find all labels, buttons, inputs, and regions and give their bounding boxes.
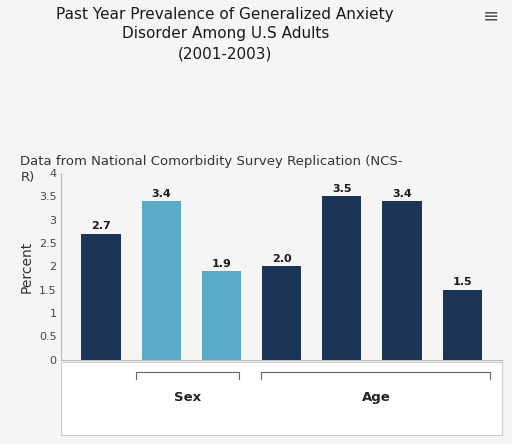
Text: 3.5: 3.5 [332,184,352,194]
Text: 1.5: 1.5 [453,278,472,287]
Text: Age: Age [361,391,390,404]
Y-axis label: Percent: Percent [19,240,33,293]
Bar [202,271,241,360]
Text: 2.7: 2.7 [91,222,111,231]
Text: 3.4: 3.4 [392,189,412,199]
Bar [262,266,301,360]
Text: Past Year Prevalence of Generalized Anxiety
Disorder Among U.S Adults
(2001-2003: Past Year Prevalence of Generalized Anxi… [56,7,394,61]
Text: Sex: Sex [174,391,201,404]
Text: 2.0: 2.0 [272,254,291,264]
Text: 3.4: 3.4 [152,189,171,199]
Text: 1.9: 1.9 [211,259,231,269]
Bar [142,201,181,360]
Bar [81,234,121,360]
Bar [442,290,482,360]
Text: Data from National Comorbidity Survey Replication (NCS-
R): Data from National Comorbidity Survey Re… [20,155,403,184]
Bar [382,201,421,360]
Text: ≡: ≡ [483,7,499,26]
Bar [322,196,361,360]
